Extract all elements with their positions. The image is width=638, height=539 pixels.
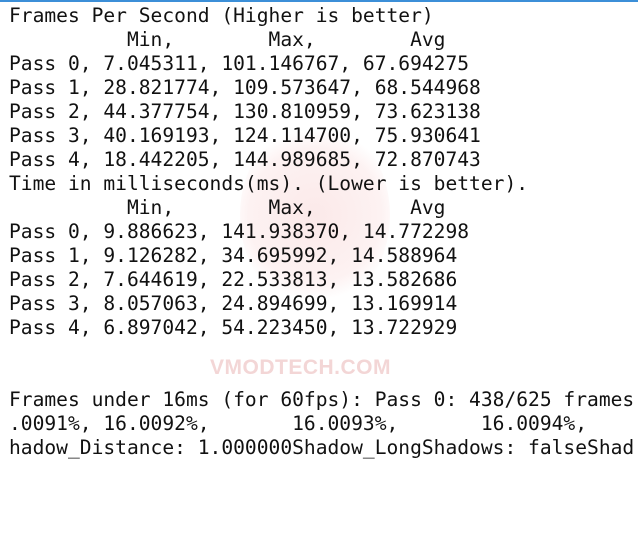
fps-pass-row: Pass 3, 40.169193, 124.114700, 75.930641 <box>9 124 481 147</box>
fps-pass-row: Pass 0, 7.045311, 101.146767, 67.694275 <box>9 52 470 75</box>
fps-heading: Frames Per Second (Higher is better) <box>9 4 434 27</box>
ms-heading: Time in milliseconds(ms). (Lower is bett… <box>9 172 529 195</box>
fps-column-headers: Min, Max, Avg <box>9 28 446 51</box>
shadow-settings-line: hadow_Distance: 1.000000Shadow_LongShado… <box>9 436 635 459</box>
ms-column-headers: Min, Max, Avg <box>9 196 446 219</box>
frames-under-16ms-line: Frames under 16ms (for 60fps): Pass 0: 4… <box>9 388 635 411</box>
text-editor-content[interactable]: Frames Per Second (Higher is better) Min… <box>9 4 638 460</box>
fps-pass-row: Pass 1, 28.821774, 109.573647, 68.544968 <box>9 76 481 99</box>
fps-pass-row: Pass 2, 44.377754, 130.810959, 73.623138 <box>9 100 481 123</box>
percent-line: .0091%, 16.0092%, 16.0093%, 16.0094%, <box>9 412 588 435</box>
blank-line <box>9 364 638 388</box>
fps-pass-row: Pass 4, 18.442205, 144.989685, 72.870743 <box>9 148 481 171</box>
window-top-border <box>0 0 638 2</box>
ms-pass-row: Pass 2, 7.644619, 22.533813, 13.582686 <box>9 268 458 291</box>
ms-pass-row: Pass 0, 9.886623, 141.938370, 14.772298 <box>9 220 470 243</box>
blank-line <box>9 340 638 364</box>
ms-pass-row: Pass 1, 9.126282, 34.695992, 14.588964 <box>9 244 458 267</box>
ms-pass-row: Pass 3, 8.057063, 24.894699, 13.169914 <box>9 292 458 315</box>
watermark-text: VMODTECH.COM <box>210 356 391 379</box>
ms-pass-row: Pass 4, 6.897042, 54.223450, 13.722929 <box>9 316 458 339</box>
watermark-logo <box>240 120 390 310</box>
